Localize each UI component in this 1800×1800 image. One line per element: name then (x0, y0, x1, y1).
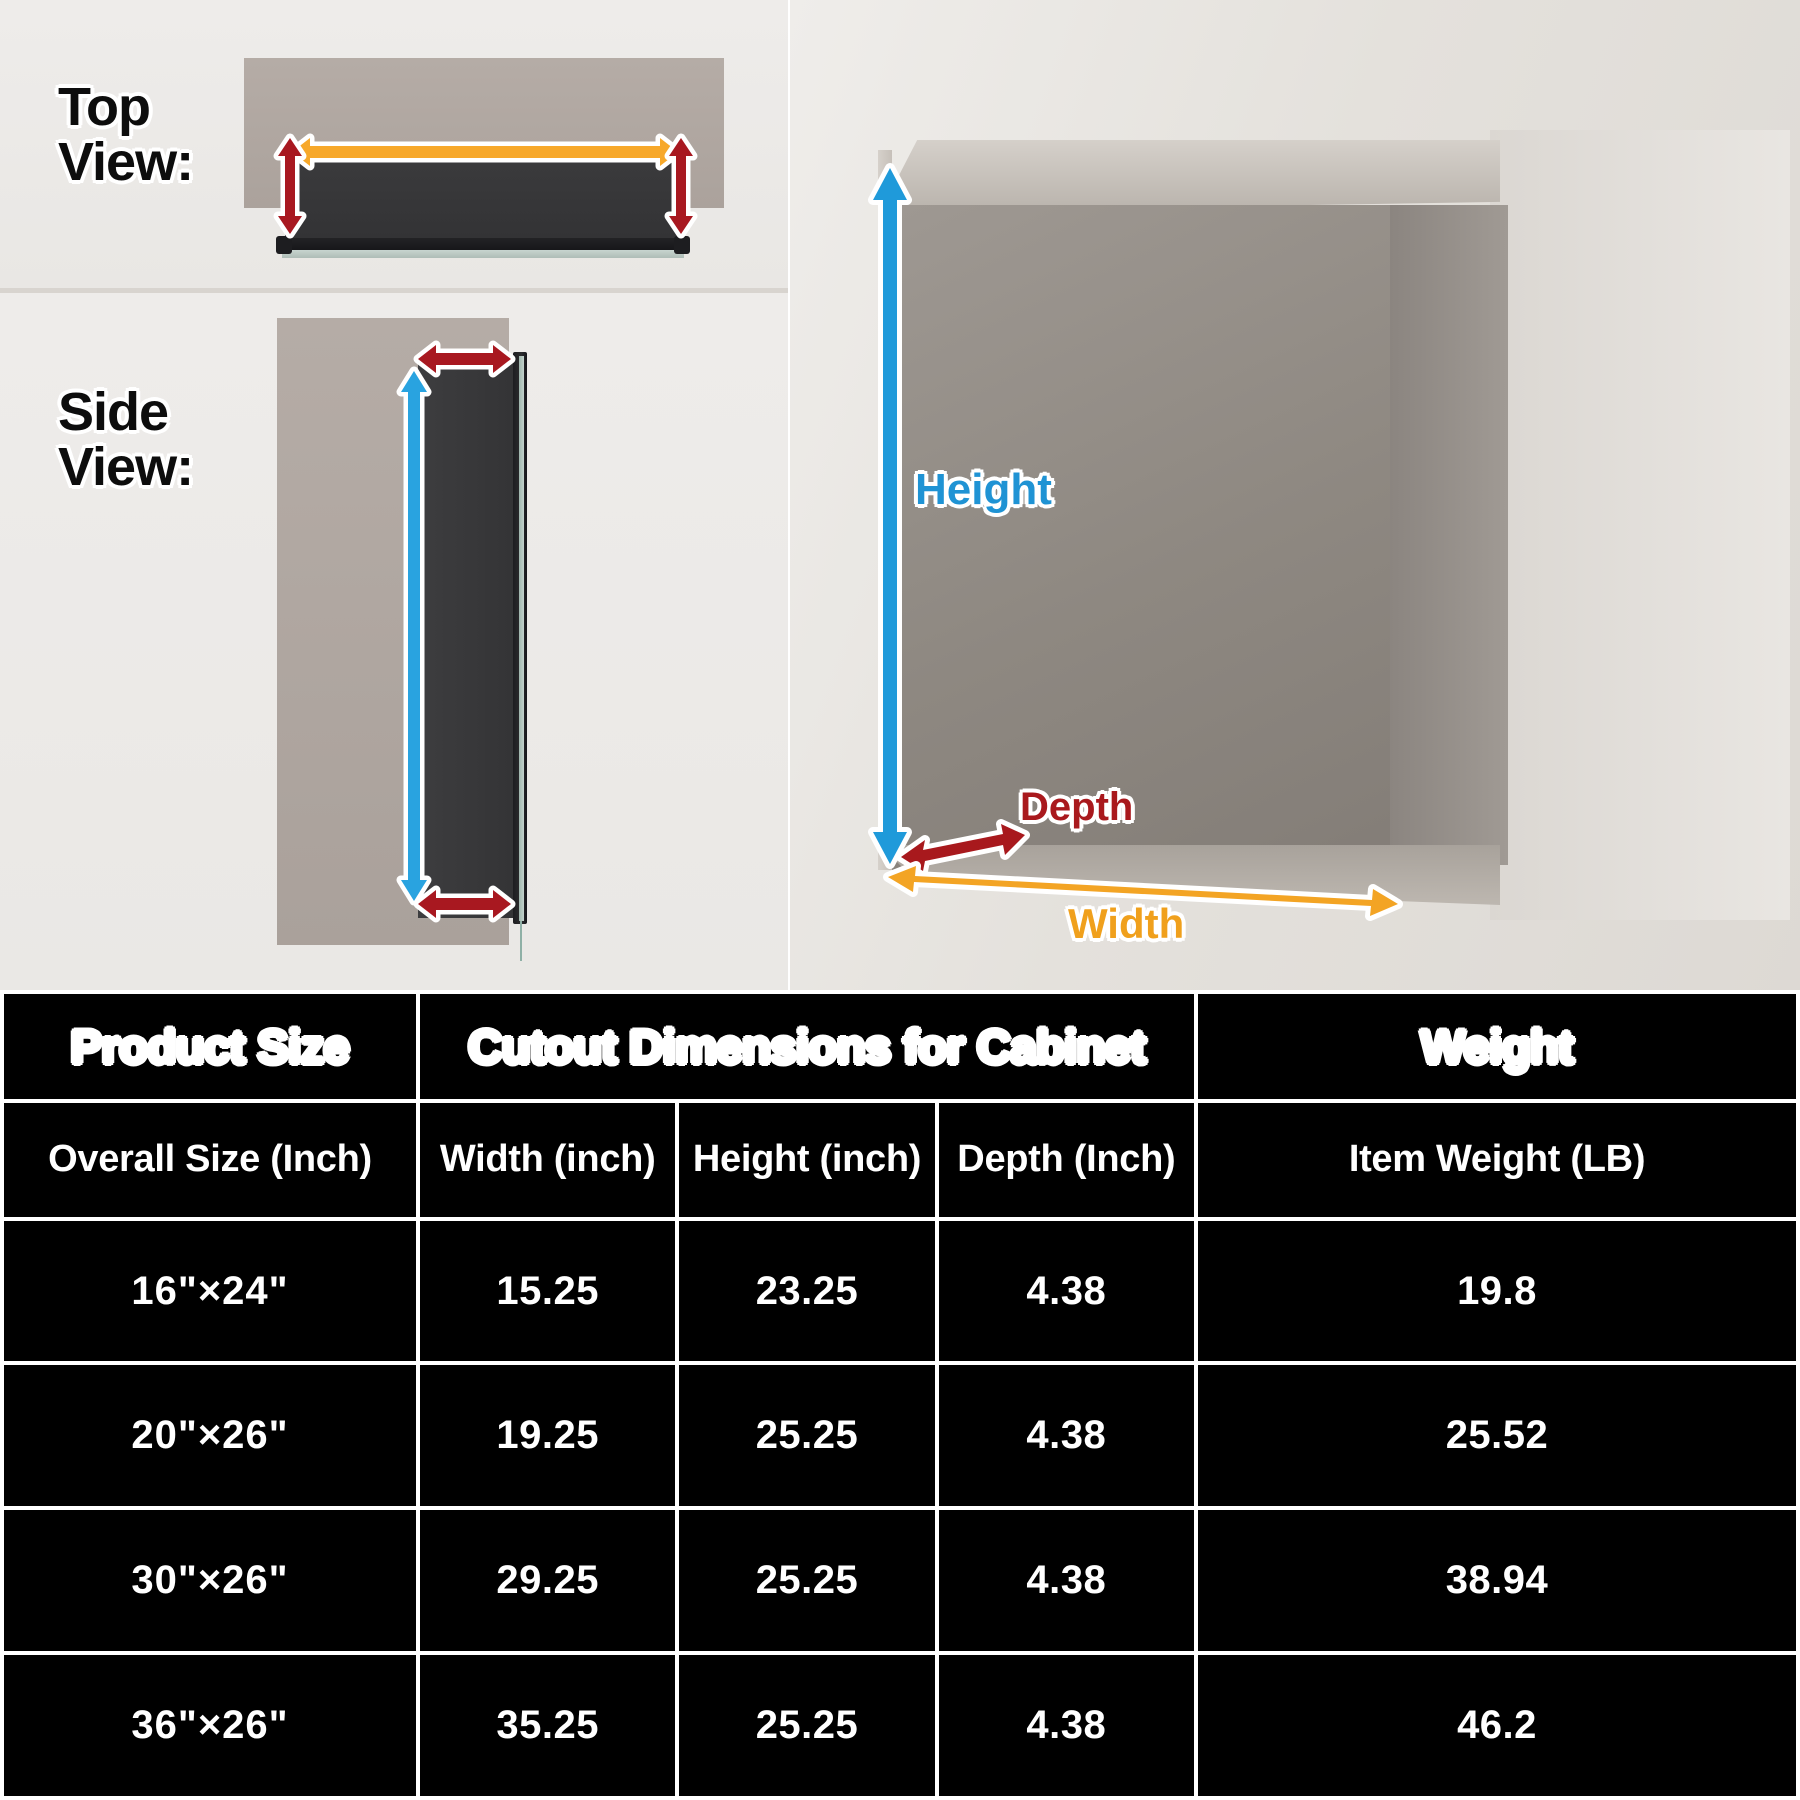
cell-width: 35.25 (420, 1655, 676, 1796)
niche-right-wall (1390, 205, 1508, 865)
niche-back-wall (890, 205, 1400, 870)
niche-left-edge (878, 150, 892, 870)
cell-weight: 38.94 (1198, 1510, 1796, 1652)
niche-ceiling (880, 140, 1500, 212)
cell-width: 19.25 (420, 1365, 676, 1507)
column-header-depth: Depth (Inch) (938, 1103, 1194, 1217)
cell-size: 30"×26" (4, 1510, 416, 1652)
side-view-product-tail (520, 921, 522, 961)
top-view-lip-cap-left (276, 236, 292, 254)
cell-height: 23.25 (679, 1220, 935, 1362)
cell-depth: 4.38 (938, 1655, 1194, 1796)
side-view-product-glass (519, 356, 524, 921)
table-row: 16"×24" 15.25 23.25 4.38 19.8 (4, 1220, 1796, 1362)
column-header-item-weight: Item Weight (LB) (1198, 1103, 1796, 1217)
cell-weight: 46.2 (1198, 1655, 1796, 1796)
cell-depth: 4.38 (938, 1365, 1194, 1507)
height-dimension-label: Height (915, 465, 1052, 514)
table-group-header-row: Product Size Cutout Dimensions for Cabin… (4, 994, 1796, 1100)
cell-weight: 19.8 (1198, 1220, 1796, 1362)
table-row: 36"×26" 35.25 25.25 4.38 46.2 (4, 1655, 1796, 1796)
top-view-product-lip (277, 238, 689, 250)
column-header-height: Height (inch) (679, 1103, 935, 1217)
side-view-product-body (418, 358, 513, 918)
table-column-header-row: Overall Size (Inch) Width (inch) Height … (4, 1103, 1796, 1217)
cell-height: 25.25 (679, 1510, 935, 1652)
group-header-weight: Weight (1198, 994, 1796, 1100)
width-dimension-label: Width (1068, 900, 1185, 947)
group-header-product-size: Product Size (4, 994, 416, 1100)
cell-height: 25.25 (679, 1365, 935, 1507)
specification-table: Product Size Cutout Dimensions for Cabin… (0, 990, 1800, 1800)
cell-width: 29.25 (420, 1510, 676, 1652)
panel-divider (0, 288, 788, 293)
cell-size: 36"×26" (4, 1655, 416, 1796)
top-view-label: Top View: (58, 77, 194, 193)
cell-width: 15.25 (420, 1220, 676, 1362)
cell-depth: 4.38 (938, 1220, 1194, 1362)
top-view-product-glass-edge (282, 250, 684, 258)
table-row: 30"×26" 29.25 25.25 4.38 38.94 (4, 1510, 1796, 1652)
top-view-lip-cap-right (674, 236, 690, 254)
cell-height: 25.25 (679, 1655, 935, 1796)
column-header-width: Width (inch) (420, 1103, 676, 1217)
left-views-column: Top View: Side View: (0, 0, 788, 990)
table-row: 20"×26" 19.25 25.25 4.38 25.52 (4, 1365, 1796, 1507)
group-header-cutout-dimensions: Cutout Dimensions for Cabinet (420, 994, 1194, 1100)
side-view-label: Side View: (58, 382, 194, 498)
niche-outer-shadow (1490, 130, 1790, 920)
cell-size: 20"×26" (4, 1365, 416, 1507)
column-header-overall-size: Overall Size (Inch) (4, 1103, 416, 1217)
cell-weight: 25.52 (1198, 1365, 1796, 1507)
cell-size: 16"×24" (4, 1220, 416, 1362)
diagram-area: Top View: Side View: (0, 0, 1800, 990)
depth-dimension-label: Depth (1020, 785, 1134, 829)
cell-depth: 4.38 (938, 1510, 1194, 1652)
top-view-product-body (285, 143, 685, 238)
